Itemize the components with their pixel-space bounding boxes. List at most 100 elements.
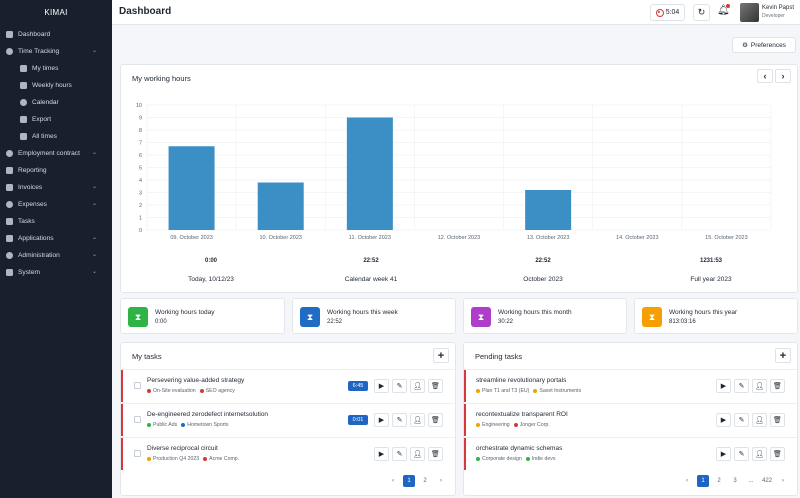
trash-icon: 🗑︎ bbox=[431, 451, 440, 458]
page-button[interactable]: 2 bbox=[423, 478, 427, 484]
stat-card: ⧗ Working hours this week 22:52 bbox=[292, 298, 456, 334]
sidebar-item-calendar[interactable]: Calendar bbox=[0, 94, 112, 111]
calendar-icon bbox=[20, 99, 27, 106]
sidebar-item-dashboard[interactable]: Dashboard bbox=[0, 26, 112, 43]
restart-button[interactable]: ↻ bbox=[693, 4, 710, 21]
page-button[interactable]: 3 bbox=[733, 478, 737, 484]
task-title[interactable]: recontextualize transparent ROI bbox=[476, 411, 568, 418]
delete-button[interactable]: 🗑︎ bbox=[770, 413, 785, 427]
edit-button[interactable]: ✎ bbox=[734, 379, 749, 393]
sidebar-item-label: Time Tracking bbox=[18, 48, 60, 55]
edit-icon: ✎ bbox=[396, 451, 403, 458]
sidebar-item-applications[interactable]: Applications ⌄ bbox=[0, 230, 112, 247]
play-button[interactable]: ▶ bbox=[374, 413, 389, 427]
edit-button[interactable]: ✎ bbox=[734, 447, 749, 461]
page-button[interactable]: 1 bbox=[403, 475, 415, 487]
play-button[interactable]: ▶ bbox=[716, 447, 731, 461]
assign-user-button[interactable]: 👤︎ bbox=[410, 379, 425, 393]
trash-icon: 🗑︎ bbox=[431, 417, 440, 424]
page-button[interactable]: 422 bbox=[761, 478, 772, 484]
avatar[interactable] bbox=[740, 3, 759, 22]
task-checkbox[interactable] bbox=[134, 416, 141, 423]
delete-button[interactable]: 🗑︎ bbox=[428, 413, 443, 427]
summary-value: 22:52 bbox=[363, 258, 379, 264]
sidebar-item-tasks[interactable]: Tasks bbox=[0, 213, 112, 230]
user-name[interactable]: Kevin Papst bbox=[762, 5, 795, 11]
page-prev-button[interactable]: ‹ bbox=[392, 478, 394, 484]
page-button[interactable]: ... bbox=[748, 478, 754, 484]
sidebar-item-label: Tasks bbox=[18, 218, 35, 225]
sidebar-item-invoices[interactable]: Invoices ⌄ bbox=[0, 179, 112, 196]
task-status-bar bbox=[464, 404, 466, 436]
edit-button[interactable]: ✎ bbox=[734, 413, 749, 427]
sidebar-item-all-times[interactable]: All times bbox=[0, 128, 112, 145]
stat-value: 30:22 bbox=[498, 319, 514, 325]
assign-user-button[interactable]: 👤︎ bbox=[752, 413, 767, 427]
edit-button[interactable]: ✎ bbox=[392, 413, 407, 427]
add-task-button[interactable]: + bbox=[433, 348, 449, 363]
prev-arrow-button[interactable]: ‹ bbox=[757, 69, 773, 83]
page-next-button[interactable]: › bbox=[440, 478, 442, 484]
page-button[interactable]: 1 bbox=[697, 475, 709, 487]
assign-user-button[interactable]: 👤︎ bbox=[410, 413, 425, 427]
edit-button[interactable]: ✎ bbox=[392, 447, 407, 461]
edit-button[interactable]: ✎ bbox=[392, 379, 407, 393]
play-button[interactable]: ▶ bbox=[374, 379, 389, 393]
sidebar-item-weekly-hours[interactable]: Weekly hours bbox=[0, 77, 112, 94]
task-title[interactable]: orchestrate dynamic schemas bbox=[476, 445, 563, 452]
sidebar-item-time-tracking[interactable]: Time Tracking ⌄ bbox=[0, 43, 112, 60]
bell-icon[interactable]: 🔔︎ bbox=[717, 5, 730, 16]
stat-value: 0:00 bbox=[155, 319, 167, 325]
task-checkbox[interactable] bbox=[134, 382, 141, 389]
task-title[interactable]: Persevering value-added strategy bbox=[147, 377, 245, 384]
sidebar-item-expenses[interactable]: Expenses ⌄ bbox=[0, 196, 112, 213]
working-hours-title: My working hours bbox=[132, 74, 191, 83]
sidebar-item-system[interactable]: System ⌄ bbox=[0, 264, 112, 281]
table-icon bbox=[20, 82, 27, 89]
play-button[interactable]: ▶ bbox=[374, 447, 389, 461]
brand-logo[interactable]: KIMAI bbox=[44, 8, 68, 17]
edit-icon: ✎ bbox=[738, 383, 745, 390]
add-pending-task-button[interactable]: + bbox=[775, 348, 791, 363]
sidebar-item-employment-contract[interactable]: Employment contract ⌄ bbox=[0, 145, 112, 162]
color-dot bbox=[476, 422, 480, 427]
summary-value: 22:52 bbox=[535, 258, 551, 264]
chevron-down-icon: ⌄ bbox=[91, 150, 97, 156]
task-title[interactable]: De-engineered zerodefect internetsolutio… bbox=[147, 411, 269, 418]
assign-user-button[interactable]: 👤︎ bbox=[752, 379, 767, 393]
sidebar-nav: Dashboard Time Tracking ⌄ My times Weekly ho… bbox=[0, 26, 112, 281]
sidebar-item-export[interactable]: Export bbox=[0, 111, 112, 128]
y-tick-label: 5 bbox=[139, 166, 142, 172]
preferences-button[interactable]: ⚙ Preferences bbox=[732, 37, 796, 53]
clock-icon bbox=[20, 65, 27, 72]
next-arrow-button[interactable]: › bbox=[775, 69, 791, 83]
active-timer-button[interactable]: 5:04 bbox=[650, 4, 685, 21]
my-tasks-pagination: ‹ 1 2 › bbox=[387, 475, 447, 487]
page-button[interactable]: 2 bbox=[717, 478, 721, 484]
delete-button[interactable]: 🗑︎ bbox=[770, 447, 785, 461]
sidebar-item-reporting[interactable]: Reporting bbox=[0, 162, 112, 179]
summary-label: Today, 10/12/23 bbox=[188, 276, 234, 283]
users-icon bbox=[20, 133, 27, 140]
task-title[interactable]: Diverse reciprocal circuit bbox=[147, 445, 218, 452]
task-checkbox[interactable] bbox=[134, 450, 141, 457]
task-status-bar bbox=[464, 370, 466, 402]
my-tasks-title: My tasks bbox=[132, 352, 162, 361]
assign-user-button[interactable]: 👤︎ bbox=[410, 447, 425, 461]
task-title[interactable]: streamline revolutionary portals bbox=[476, 377, 567, 384]
assign-user-button[interactable]: 👤︎ bbox=[752, 447, 767, 461]
delete-button[interactable]: 🗑︎ bbox=[428, 447, 443, 461]
x-tick-label: 14. October 2023 bbox=[616, 235, 659, 241]
play-icon: ▶ bbox=[378, 417, 385, 424]
play-button[interactable]: ▶ bbox=[716, 413, 731, 427]
page-prev-button[interactable]: ‹ bbox=[686, 478, 688, 484]
summary-label: Calendar week 41 bbox=[344, 276, 398, 283]
edit-icon: ✎ bbox=[738, 417, 745, 424]
delete-button[interactable]: 🗑︎ bbox=[428, 379, 443, 393]
delete-button[interactable]: 🗑︎ bbox=[770, 379, 785, 393]
page-next-button[interactable]: › bbox=[782, 478, 784, 484]
chart-icon bbox=[6, 167, 13, 174]
play-button[interactable]: ▶ bbox=[716, 379, 731, 393]
sidebar-item-administration[interactable]: Administration ⌄ bbox=[0, 247, 112, 264]
sidebar-item-my-times[interactable]: My times bbox=[0, 60, 112, 77]
